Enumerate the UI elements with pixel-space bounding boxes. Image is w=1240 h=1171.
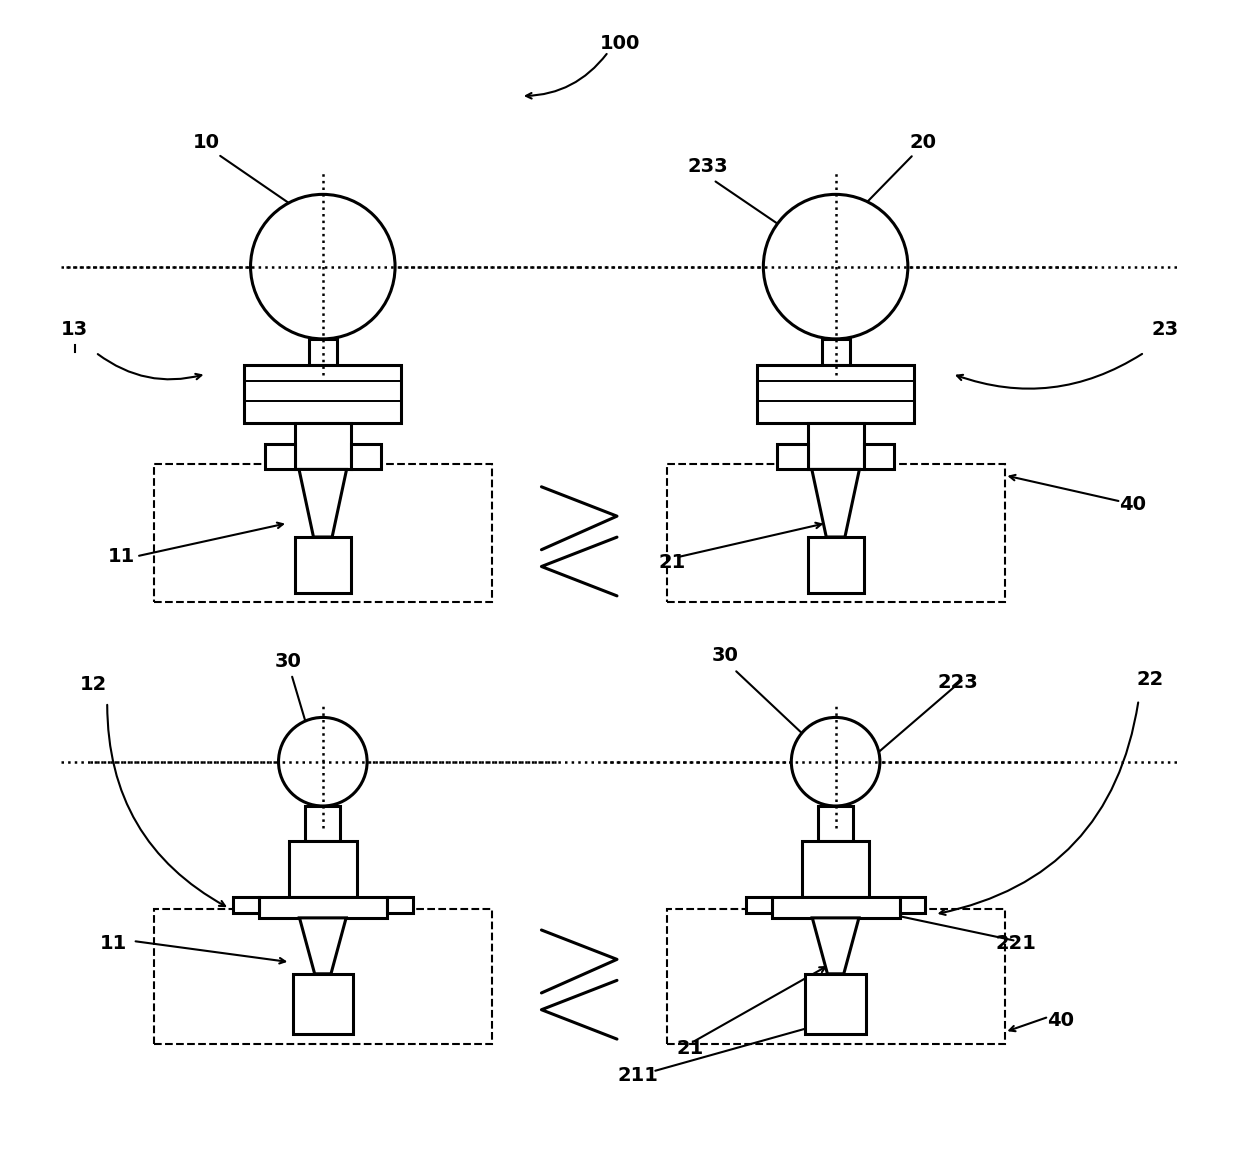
Text: 100: 100	[600, 34, 640, 53]
Text: 21: 21	[658, 553, 686, 571]
Circle shape	[279, 718, 367, 806]
Circle shape	[250, 194, 396, 338]
Text: 223: 223	[937, 673, 978, 692]
Bar	[259, 897, 387, 918]
Bar	[264, 444, 295, 470]
Polygon shape	[300, 918, 346, 974]
Bar	[900, 897, 925, 913]
Bar	[771, 897, 900, 918]
Text: 40: 40	[1047, 1011, 1074, 1030]
Bar	[351, 444, 381, 470]
Circle shape	[791, 718, 880, 806]
Text: 10: 10	[192, 133, 219, 152]
Bar	[387, 897, 413, 913]
Bar	[667, 909, 1004, 1043]
Text: 221: 221	[996, 934, 1037, 953]
Bar	[756, 364, 914, 423]
Text: 233: 233	[687, 157, 728, 176]
Bar	[154, 909, 492, 1043]
Bar	[293, 974, 353, 1034]
Bar	[746, 897, 771, 913]
Text: 11: 11	[108, 547, 135, 567]
Text: 12: 12	[79, 676, 107, 694]
Bar	[822, 338, 849, 364]
Text: 20: 20	[909, 133, 936, 152]
Text: 211: 211	[618, 1066, 658, 1084]
Bar	[295, 423, 351, 470]
Bar	[233, 897, 259, 913]
Text: 11: 11	[99, 934, 126, 953]
Bar	[244, 364, 402, 423]
Text: 13: 13	[61, 320, 88, 338]
Circle shape	[764, 194, 908, 338]
Text: 30: 30	[274, 652, 301, 671]
Bar	[818, 806, 853, 841]
Bar	[295, 537, 351, 593]
Bar	[667, 464, 1004, 602]
Bar	[154, 464, 492, 602]
Bar	[309, 338, 337, 364]
Text: 21: 21	[676, 1039, 703, 1059]
Bar	[289, 841, 357, 897]
Bar	[807, 537, 863, 593]
Bar	[805, 974, 866, 1034]
Polygon shape	[299, 470, 347, 537]
Polygon shape	[812, 918, 859, 974]
Polygon shape	[812, 470, 859, 537]
Bar	[802, 841, 869, 897]
Bar	[807, 423, 863, 470]
Text: 40: 40	[1120, 494, 1146, 514]
Bar	[777, 444, 807, 470]
Bar	[305, 806, 340, 841]
Text: 30: 30	[712, 646, 738, 665]
Text: 23: 23	[1152, 320, 1179, 338]
Bar	[863, 444, 894, 470]
Text: 22: 22	[1137, 670, 1164, 689]
